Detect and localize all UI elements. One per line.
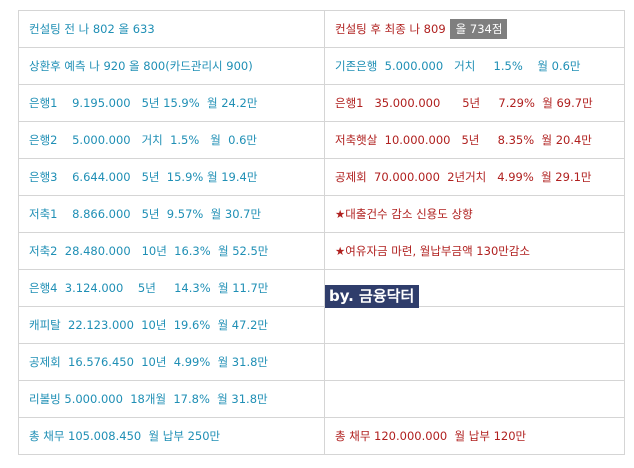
watermark: by. 금융닥터 (325, 285, 420, 308)
after-cell (324, 380, 625, 418)
after-cell: ★여유자금 마련, 월납부금액 130만감소 (324, 232, 625, 270)
table-row: 저축1 8.866.000 5년 9.57% 월 30.7만 ★대출건수 감소 … (18, 195, 625, 233)
table-row: 캐피탈 22.123.000 10년 19.6% 월 47.2만 (18, 306, 625, 344)
after-cell: 은행1 35.000.000 5년 7.29% 월 69.7만 (324, 84, 625, 122)
before-cell: 공제회 16.576.450 10년 4.99% 월 31.8만 (18, 343, 325, 381)
after-cell (324, 343, 625, 381)
before-cell: 은행2 5.000.000 거치 1.5% 월 0.6만 (18, 121, 325, 159)
before-total-cell: 총 채무 105.008.450 월 납부 250만 (18, 417, 325, 455)
table-row: 리볼빙 5.000.000 18개월 17.8% 월 31.8만 (18, 380, 625, 418)
after-text: 컨설팅 후 최종 나 809 (335, 22, 446, 36)
before-cell: 리볼빙 5.000.000 18개월 17.8% 월 31.8만 (18, 380, 325, 418)
table-row: 컨설팅 전 나 802 올 633 컨설팅 후 최종 나 809 올 734점 (18, 10, 625, 48)
after-cell: 저축햇살 10.000.000 5년 8.35% 월 20.4만 (324, 121, 625, 159)
before-cell: 은행3 6.644.000 5년 15.9% 월 19.4만 (18, 158, 325, 196)
before-cell: 컨설팅 전 나 802 올 633 (18, 10, 325, 48)
table-row: 은행1 9.195.000 5년 15.9% 월 24.2만 은행1 35.00… (18, 84, 625, 122)
after-cell: 컨설팅 후 최종 나 809 올 734점 (324, 10, 625, 48)
score-highlight: 올 734점 (449, 19, 508, 39)
table-row: 공제회 16.576.450 10년 4.99% 월 31.8만 (18, 343, 625, 381)
table-row: 은행3 6.644.000 5년 15.9% 월 19.4만 공제회 70.00… (18, 158, 625, 196)
table-row: 은행2 5.000.000 거치 1.5% 월 0.6만 저축햇살 10.000… (18, 121, 625, 159)
table-row: 총 채무 105.008.450 월 납부 250만 총 채무 120.000.… (18, 417, 625, 455)
after-cell (324, 306, 625, 344)
after-cell: 공제회 70.000.000 2년거치 4.99% 월 29.1만 (324, 158, 625, 196)
table-row: 상환후 예측 나 920 올 800(카드관리시 900) 기존은행 5.000… (18, 47, 625, 85)
before-cell: 은행1 9.195.000 5년 15.9% 월 24.2만 (18, 84, 325, 122)
table-row: 은행4 3.124.000 5년 14.3% 월 11.7만 (18, 269, 625, 307)
after-total-cell: 총 채무 120.000.000 월 납부 120만 (324, 417, 625, 455)
before-cell: 캐피탈 22.123.000 10년 19.6% 월 47.2만 (18, 306, 325, 344)
after-cell: 기존은행 5.000.000 거치 1.5% 월 0.6만 (324, 47, 625, 85)
before-cell: 은행4 3.124.000 5년 14.3% 월 11.7만 (18, 269, 325, 307)
before-cell: 저축1 8.866.000 5년 9.57% 월 30.7만 (18, 195, 325, 233)
before-cell: 상환후 예측 나 920 올 800(카드관리시 900) (18, 47, 325, 85)
after-cell: ★대출건수 감소 신용도 상향 (324, 195, 625, 233)
table-row: 저축2 28.480.000 10년 16.3% 월 52.5만 ★여유자금 마… (18, 232, 625, 270)
before-cell: 저축2 28.480.000 10년 16.3% 월 52.5만 (18, 232, 325, 270)
comparison-table: 컨설팅 전 나 802 올 633 컨설팅 후 최종 나 809 올 734점 상… (18, 10, 625, 455)
